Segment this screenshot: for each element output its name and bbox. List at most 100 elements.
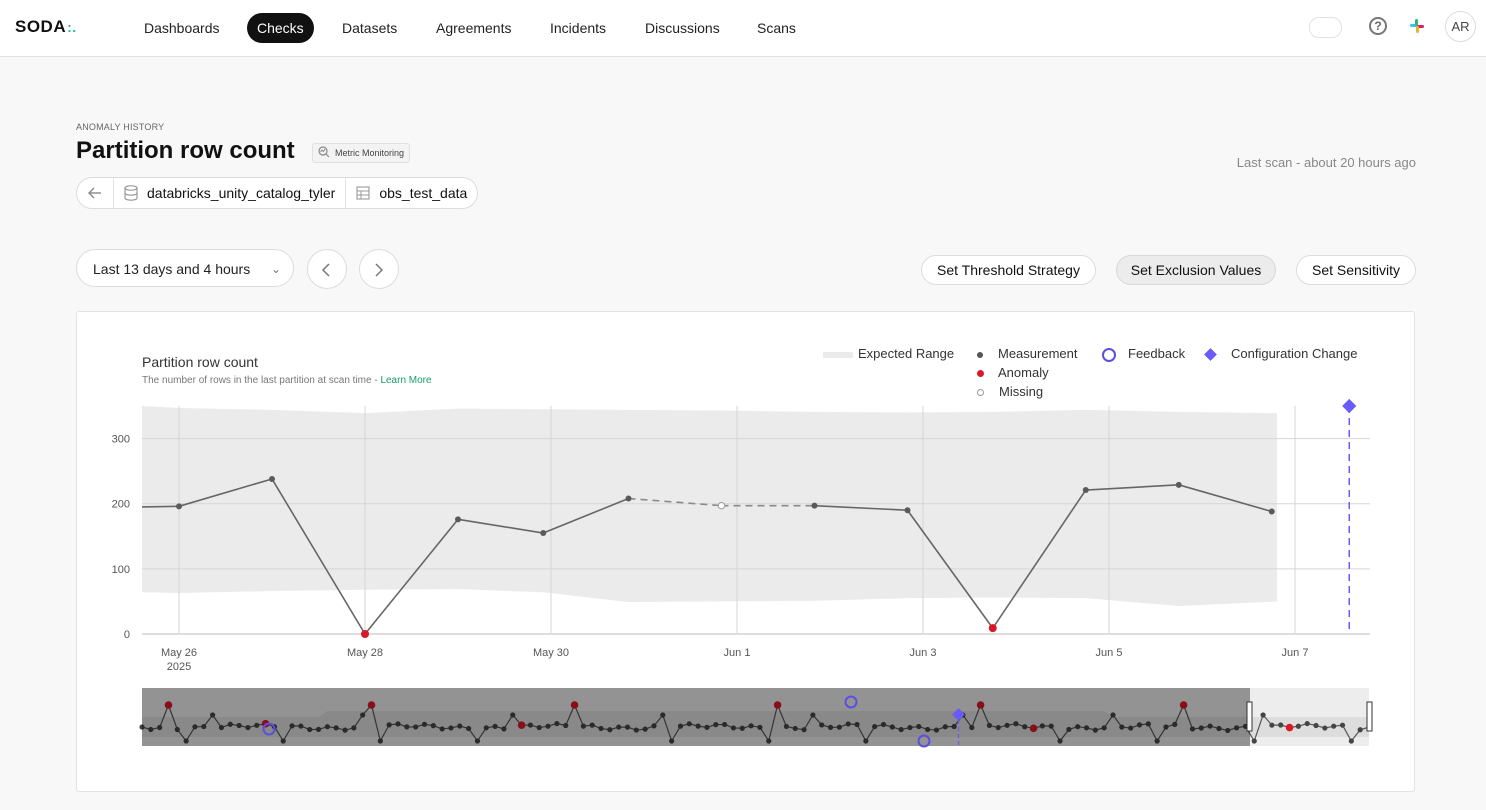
overview-measurement-point — [1039, 723, 1045, 729]
overview-measurement-point — [1172, 721, 1178, 727]
soda-logo[interactable]: SODA:. — [15, 17, 77, 36]
overview-brush-handle-right — [1366, 701, 1373, 732]
breadcrumb-dataset[interactable]: obs_test_data — [345, 178, 477, 208]
x-tick-label: Jun 7 — [1282, 647, 1309, 659]
help-icon[interactable]: ? — [1369, 17, 1387, 35]
user-avatar[interactable]: AR — [1445, 11, 1476, 42]
overview-measurement-point — [872, 723, 878, 730]
overview-measurement-point — [457, 723, 463, 729]
overview-measurement-point — [1136, 722, 1143, 728]
last-scan-status: Last scan - about 20 hours ago — [1236, 155, 1416, 170]
nav-item-datasets[interactable]: Datasets — [342, 20, 398, 36]
overview-measurement-point — [951, 723, 957, 730]
set-exclusion-values-button[interactable]: Set Exclusion Values — [1116, 255, 1276, 285]
overview-measurement-point — [889, 724, 895, 730]
overview-measurement-point — [421, 721, 428, 727]
overview-measurement-point — [1295, 723, 1301, 729]
next-period-button[interactable] — [359, 249, 399, 289]
overview-measurement-point — [836, 724, 842, 730]
overview-measurement-point — [1216, 725, 1222, 732]
overview-measurement-point — [792, 725, 798, 732]
overview-measurement-point — [1057, 738, 1063, 744]
overview-anomaly-point — [164, 701, 173, 709]
overview-measurement-point — [1075, 724, 1081, 730]
overview-measurement-point — [986, 722, 993, 729]
measurement-point — [1268, 508, 1275, 515]
overview-measurement-point — [351, 725, 357, 731]
page-title: Partition row count — [76, 137, 295, 164]
overview-measurement-point — [536, 724, 542, 731]
overview-measurement-point — [1260, 712, 1266, 718]
time-range-select[interactable]: Last 13 days and 4 hours ⌄ — [76, 249, 294, 287]
overview-measurement-point — [227, 721, 233, 727]
overview-anomaly-point — [570, 701, 579, 709]
measurement-line-segment — [1085, 484, 1179, 491]
overview-measurement-point — [245, 724, 251, 731]
overview-measurement-point — [580, 723, 586, 729]
nav-item-checks[interactable]: Checks — [247, 13, 314, 43]
overview-measurement-point — [474, 738, 481, 744]
nav-item-discussions[interactable]: Discussions — [645, 20, 720, 36]
breadcrumb-datasource[interactable]: databricks_unity_catalog_tyler — [113, 178, 345, 208]
y-tick-label: 0 — [124, 629, 130, 641]
overview-measurement-point — [563, 722, 569, 729]
back-button[interactable] — [77, 178, 113, 208]
page-eyebrow: ANOMALY HISTORY — [76, 122, 165, 132]
previous-period-button[interactable] — [307, 249, 347, 289]
overview-measurement-point — [624, 724, 631, 730]
overview-measurement-point — [589, 722, 595, 728]
overview-anomaly-point — [1285, 723, 1294, 732]
overview-measurement-point — [545, 723, 551, 729]
set-sensitivity-button[interactable]: Set Sensitivity — [1296, 255, 1416, 285]
legend-configuration-change: Configuration Change — [1204, 346, 1357, 361]
overview-measurement-point — [342, 727, 348, 733]
overview-measurement-point — [148, 726, 154, 733]
overview-measurement-point — [1004, 722, 1010, 728]
overview-measurement-point — [1269, 722, 1275, 728]
overview-anomaly-point — [1029, 724, 1038, 733]
overview-expected-band — [142, 711, 1369, 737]
overview-measurement-point — [315, 726, 322, 733]
overview-measurement-point — [995, 724, 1001, 731]
overview-measurement-point — [642, 726, 648, 732]
overview-measurement-point — [686, 721, 692, 727]
nav-item-incidents[interactable]: Incidents — [550, 20, 607, 36]
measurement-line-segment — [178, 478, 273, 508]
measurement-line-segment — [628, 497, 722, 507]
measurement-line-segment — [1178, 484, 1272, 513]
expected-range-swatch — [823, 351, 853, 358]
anomaly-swatch — [977, 370, 984, 378]
y-tick-label: 100 — [112, 564, 130, 576]
overview-measurement-point — [157, 724, 163, 731]
x-tick-label: May 30 — [533, 647, 569, 659]
measurement-line-segment — [457, 518, 544, 534]
nav-item-dashboards[interactable]: Dashboards — [144, 20, 220, 36]
overview-measurement-point — [201, 723, 207, 730]
overview-measurement-point — [395, 721, 401, 727]
nav-item-scans[interactable]: Scans — [757, 20, 796, 36]
overview-timeline[interactable] — [139, 688, 1373, 748]
overview-measurement-point — [1154, 738, 1160, 744]
overview-measurement-point — [1304, 720, 1310, 727]
database-icon — [124, 185, 138, 201]
overview-measurement-point — [819, 722, 825, 728]
learn-more-link[interactable]: Learn More — [380, 375, 432, 386]
slack-icon[interactable] — [1408, 17, 1426, 35]
overview-measurement-point — [766, 738, 772, 744]
set-threshold-strategy-button[interactable]: Set Threshold Strategy — [921, 255, 1096, 285]
nav-item-agreements[interactable]: Agreements — [436, 20, 512, 36]
overview-measurement-point — [633, 727, 639, 733]
theme-toggle[interactable] — [1309, 17, 1342, 38]
overview-measurement-point — [704, 724, 710, 730]
overview-measurement-point — [298, 723, 304, 729]
x-tick-label: Jun 3 — [910, 647, 937, 659]
expected-range-band — [142, 406, 1277, 606]
legend-measurement: Measurement — [977, 346, 1077, 361]
overview-measurement-point — [174, 726, 180, 733]
overview-measurement-point — [1145, 721, 1151, 727]
overview-measurement-point — [845, 721, 851, 727]
overview-feedback-marker — [262, 722, 276, 736]
measurement-line-segment — [906, 509, 994, 629]
overview-measurement-point — [430, 723, 436, 729]
